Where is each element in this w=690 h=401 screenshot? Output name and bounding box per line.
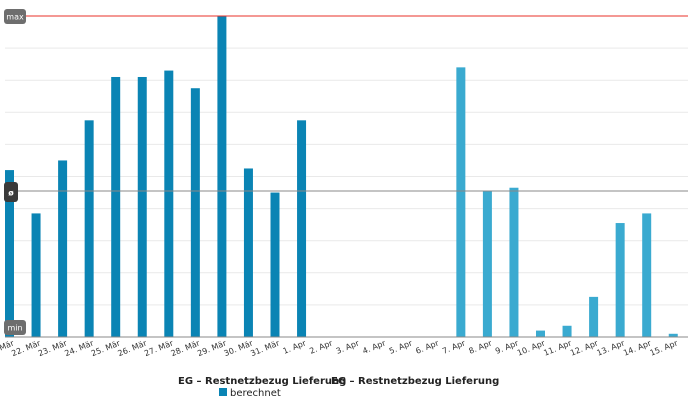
bar-2-22 xyxy=(562,325,572,337)
bar-1-5 xyxy=(111,76,121,338)
legend: EG – Restnetzbezug Lieferung EG – Restne… xyxy=(178,376,499,399)
reference-lines xyxy=(5,15,688,338)
min-label: min xyxy=(7,324,22,333)
x-tick-label: 22. Mär xyxy=(10,338,42,358)
x-tick-label: 15. Apr xyxy=(649,338,680,358)
x-tick-label: 24. Mär xyxy=(63,338,95,358)
bar-2-19 xyxy=(482,190,492,337)
x-tick-label: 3. Apr xyxy=(335,338,361,356)
bar-1-1 xyxy=(5,170,14,337)
x-tick-label: 27. Mär xyxy=(143,338,175,358)
x-tick-label: 7. Apr xyxy=(441,338,467,356)
x-tick-label: 26. Mär xyxy=(116,338,148,358)
min-marker: min xyxy=(4,320,26,335)
bar-1-8 xyxy=(190,88,200,337)
x-tick-label: 12. Apr xyxy=(569,338,600,358)
max-marker: max xyxy=(4,9,26,24)
bar-1-9 xyxy=(217,16,227,337)
x-tick-label: 13. Apr xyxy=(596,338,627,358)
bar-2-25 xyxy=(642,213,652,337)
bar-1-2 xyxy=(31,213,41,337)
bar-1-12 xyxy=(297,120,307,337)
bars xyxy=(5,16,678,338)
bar-1-11 xyxy=(270,192,280,337)
bar-1-10 xyxy=(243,168,253,337)
bar-2-20 xyxy=(509,187,519,337)
x-tick-label: 14. Apr xyxy=(622,338,653,358)
x-tick-label: 6. Apr xyxy=(414,338,440,356)
avg-label: ø xyxy=(8,189,14,198)
grid-lines xyxy=(5,47,688,306)
max-label: max xyxy=(6,13,24,22)
x-tick-label: 11. Apr xyxy=(542,338,573,358)
bar-1-3 xyxy=(58,160,68,337)
x-tick-label: 29. Mär xyxy=(196,338,228,358)
bar-2-23 xyxy=(589,296,599,337)
x-tick-label: 25. Mär xyxy=(90,338,122,358)
bar-2-24 xyxy=(615,223,625,337)
legend-series-1: EG – Restnetzbezug Lieferung xyxy=(178,376,346,387)
bar-1-7 xyxy=(164,70,174,337)
legend-sub-label: berechnet xyxy=(230,388,281,399)
x-tick-label: 31. Mär xyxy=(249,338,281,358)
x-tick-label: 5. Apr xyxy=(388,338,414,356)
x-tick-label: 23. Mär xyxy=(37,338,69,358)
x-tick-label: 8. Apr xyxy=(468,338,494,356)
legend-series-2: EG – Restnetzbezug Lieferung xyxy=(331,376,499,387)
x-tick-label: 4. Apr xyxy=(361,338,387,356)
bar-1-4 xyxy=(84,120,94,337)
x-tick-label: 2. Apr xyxy=(308,338,334,356)
x-tick-label: 30. Mär xyxy=(223,338,255,358)
x-tick-label: 1. Apr xyxy=(282,338,308,356)
legend-swatch xyxy=(219,388,227,396)
bar-2-26 xyxy=(668,333,678,337)
bar-2-21 xyxy=(536,330,545,337)
bar-1-6 xyxy=(137,76,147,338)
bar-2-18 xyxy=(456,67,466,338)
avg-marker: ø xyxy=(4,182,18,202)
x-tick-label: 10. Apr xyxy=(516,338,547,358)
x-tick-label: 28. Mär xyxy=(170,338,202,358)
